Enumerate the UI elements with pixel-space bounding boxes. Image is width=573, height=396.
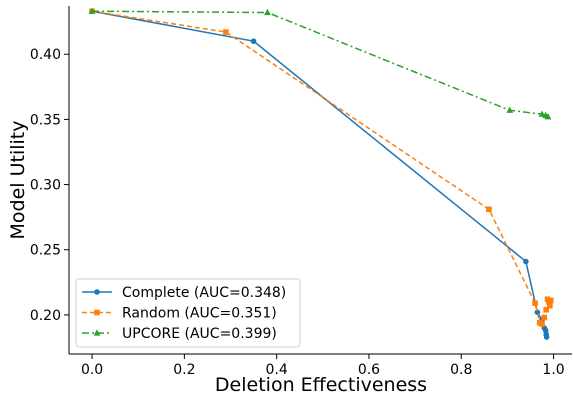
axes — [68, 6, 572, 355]
data-point — [541, 314, 548, 321]
x-tick-label: 0.0 — [81, 362, 103, 378]
data-point — [538, 110, 546, 117]
data-point — [547, 297, 554, 304]
legend: Complete (AUC=0.348) Random (AUC=0.351) UP… — [75, 278, 301, 348]
x-tick-label: 1.0 — [542, 362, 564, 378]
data-point — [543, 334, 550, 340]
data-point — [534, 309, 541, 316]
legend-label: Complete (AUC=0.348) — [122, 285, 286, 301]
x-tick-label: 0.4 — [266, 362, 288, 378]
data-point — [486, 206, 492, 213]
x-tick-label: 0.8 — [450, 362, 472, 378]
x-tick-label: 0.2 — [173, 362, 195, 378]
data-point — [264, 8, 271, 16]
data-point — [532, 300, 538, 306]
legend-label: UPCORE (AUC=0.399) — [122, 326, 277, 342]
legend-item: UPCORE (AUC=0.399) — [82, 326, 277, 342]
legend-item: Random (AUC=0.351) — [82, 306, 277, 322]
data-point — [88, 7, 96, 14]
x-axis-ticks: 0.0 0.2 0.4 0.6 0.8 1.0 — [81, 354, 565, 378]
y-tick-label: 0.35 — [30, 112, 61, 128]
legend-marker — [94, 309, 100, 316]
legend-marker — [94, 289, 100, 295]
plot-area — [88, 7, 554, 340]
y-tick-label: 0.40 — [30, 47, 61, 63]
series-line — [92, 10, 549, 118]
y-tick-label: 0.25 — [30, 243, 61, 259]
x-axis-title: Deletion Effectiveness — [215, 374, 427, 396]
data-point — [523, 258, 529, 265]
data-point — [544, 113, 552, 120]
legend-marker — [93, 329, 101, 336]
series-line — [91, 10, 552, 326]
data-point — [506, 106, 514, 113]
data-point — [547, 302, 553, 309]
y-axis-ticks: 0.20 0.25 0.30 0.35 0.40 — [30, 47, 69, 324]
y-axis-title: Model Utility — [7, 121, 29, 240]
data-point — [543, 306, 549, 313]
legend-item: Complete (AUC=0.348) — [82, 285, 286, 301]
legend-frame — [75, 278, 301, 348]
y-tick-label: 0.20 — [30, 308, 61, 324]
legend-label: Random (AUC=0.351) — [122, 306, 277, 322]
series-3 — [88, 7, 552, 120]
data-point — [223, 29, 229, 35]
x-tick-label: 0.6 — [358, 362, 380, 378]
y-tick-label: 0.30 — [30, 178, 61, 194]
data-point — [539, 321, 545, 327]
data-point — [250, 38, 257, 44]
